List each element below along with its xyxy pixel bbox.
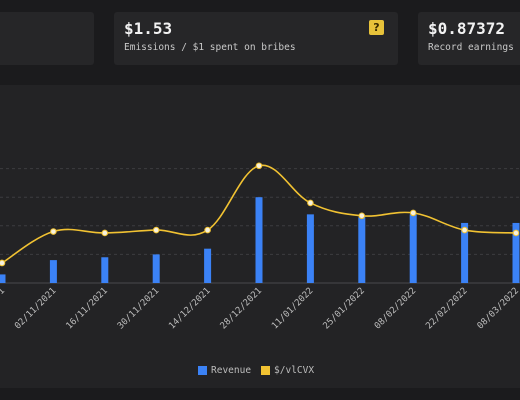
record-earnings-value: $0.87372 xyxy=(428,19,506,38)
x-tick-label: 02/11/2021 xyxy=(13,286,58,331)
x-tick-label: 08/03/2022 xyxy=(476,286,520,331)
revenue-bar xyxy=(0,274,6,283)
revenue-bar xyxy=(461,222,469,283)
legend-label-revenue: Revenue xyxy=(211,365,252,376)
revenue-bar xyxy=(512,222,520,283)
revenue-bar xyxy=(255,197,263,283)
vlcvx-point xyxy=(307,199,314,207)
x-tick-label: 25/01/2022 xyxy=(322,286,367,331)
revenue-bar xyxy=(358,217,366,283)
x-tick-label: 16/11/2021 xyxy=(65,286,110,331)
legend-item-vlcvx[interactable]: $/vlCVX xyxy=(261,365,314,376)
emissions-label: Emissions / $1 spent on bribes xyxy=(124,42,296,53)
stat-card-emissions: $1.53 Emissions / $1 spent on bribes ? xyxy=(114,12,398,65)
revenue-chart: 1 02/11/2021 16/11/2021 30/11/2021 14/12/202… xyxy=(0,162,520,331)
x-tick-label: 14/12/2021 xyxy=(167,286,212,331)
vlcvx-point xyxy=(204,226,211,234)
revenue-bar xyxy=(306,214,314,283)
vlcvx-point xyxy=(255,162,263,170)
vlcvx-point xyxy=(461,226,468,234)
x-tick-label: 08/02/2022 xyxy=(373,286,418,331)
legend-item-revenue[interactable]: Revenue xyxy=(198,365,251,376)
legend-swatch-revenue xyxy=(198,366,207,375)
revenue-bar xyxy=(409,214,417,283)
revenue-bar xyxy=(204,248,212,283)
x-tick-label: 30/11/2021 xyxy=(116,286,161,331)
revenue-bar xyxy=(152,254,160,283)
vlcvx-point xyxy=(0,259,6,267)
x-tick-label: 22/02/2022 xyxy=(424,286,469,331)
vlcvx-point xyxy=(358,212,366,220)
vlcvx-point xyxy=(152,226,160,234)
stat-card-record-earnings: $0.87372 Record earnings xyxy=(418,12,520,65)
record-earnings-label: Record earnings xyxy=(428,42,514,53)
vlcvx-point xyxy=(50,228,57,235)
stat-card-left xyxy=(0,12,94,65)
x-tick-label: 1 xyxy=(0,286,7,297)
x-tick-label: 11/01/2022 xyxy=(270,286,315,331)
chart-legend: Revenue $/vlCVX xyxy=(198,365,314,376)
revenue-bar xyxy=(101,257,109,283)
emissions-value: $1.53 xyxy=(124,19,173,38)
vlcvx-point xyxy=(409,209,417,217)
vlcvx-point xyxy=(512,229,520,237)
question-icon[interactable]: ? xyxy=(369,20,384,35)
chart-panel: 1 02/11/2021 16/11/2021 30/11/2021 14/12/202… xyxy=(0,85,520,388)
x-tick-label: 28/12/2021 xyxy=(219,286,264,331)
legend-label-vlcvx: $/vlCVX xyxy=(274,365,315,376)
vlcvx-point xyxy=(101,229,109,237)
revenue-bar xyxy=(49,260,57,283)
legend-swatch-vlcvx xyxy=(261,366,271,375)
